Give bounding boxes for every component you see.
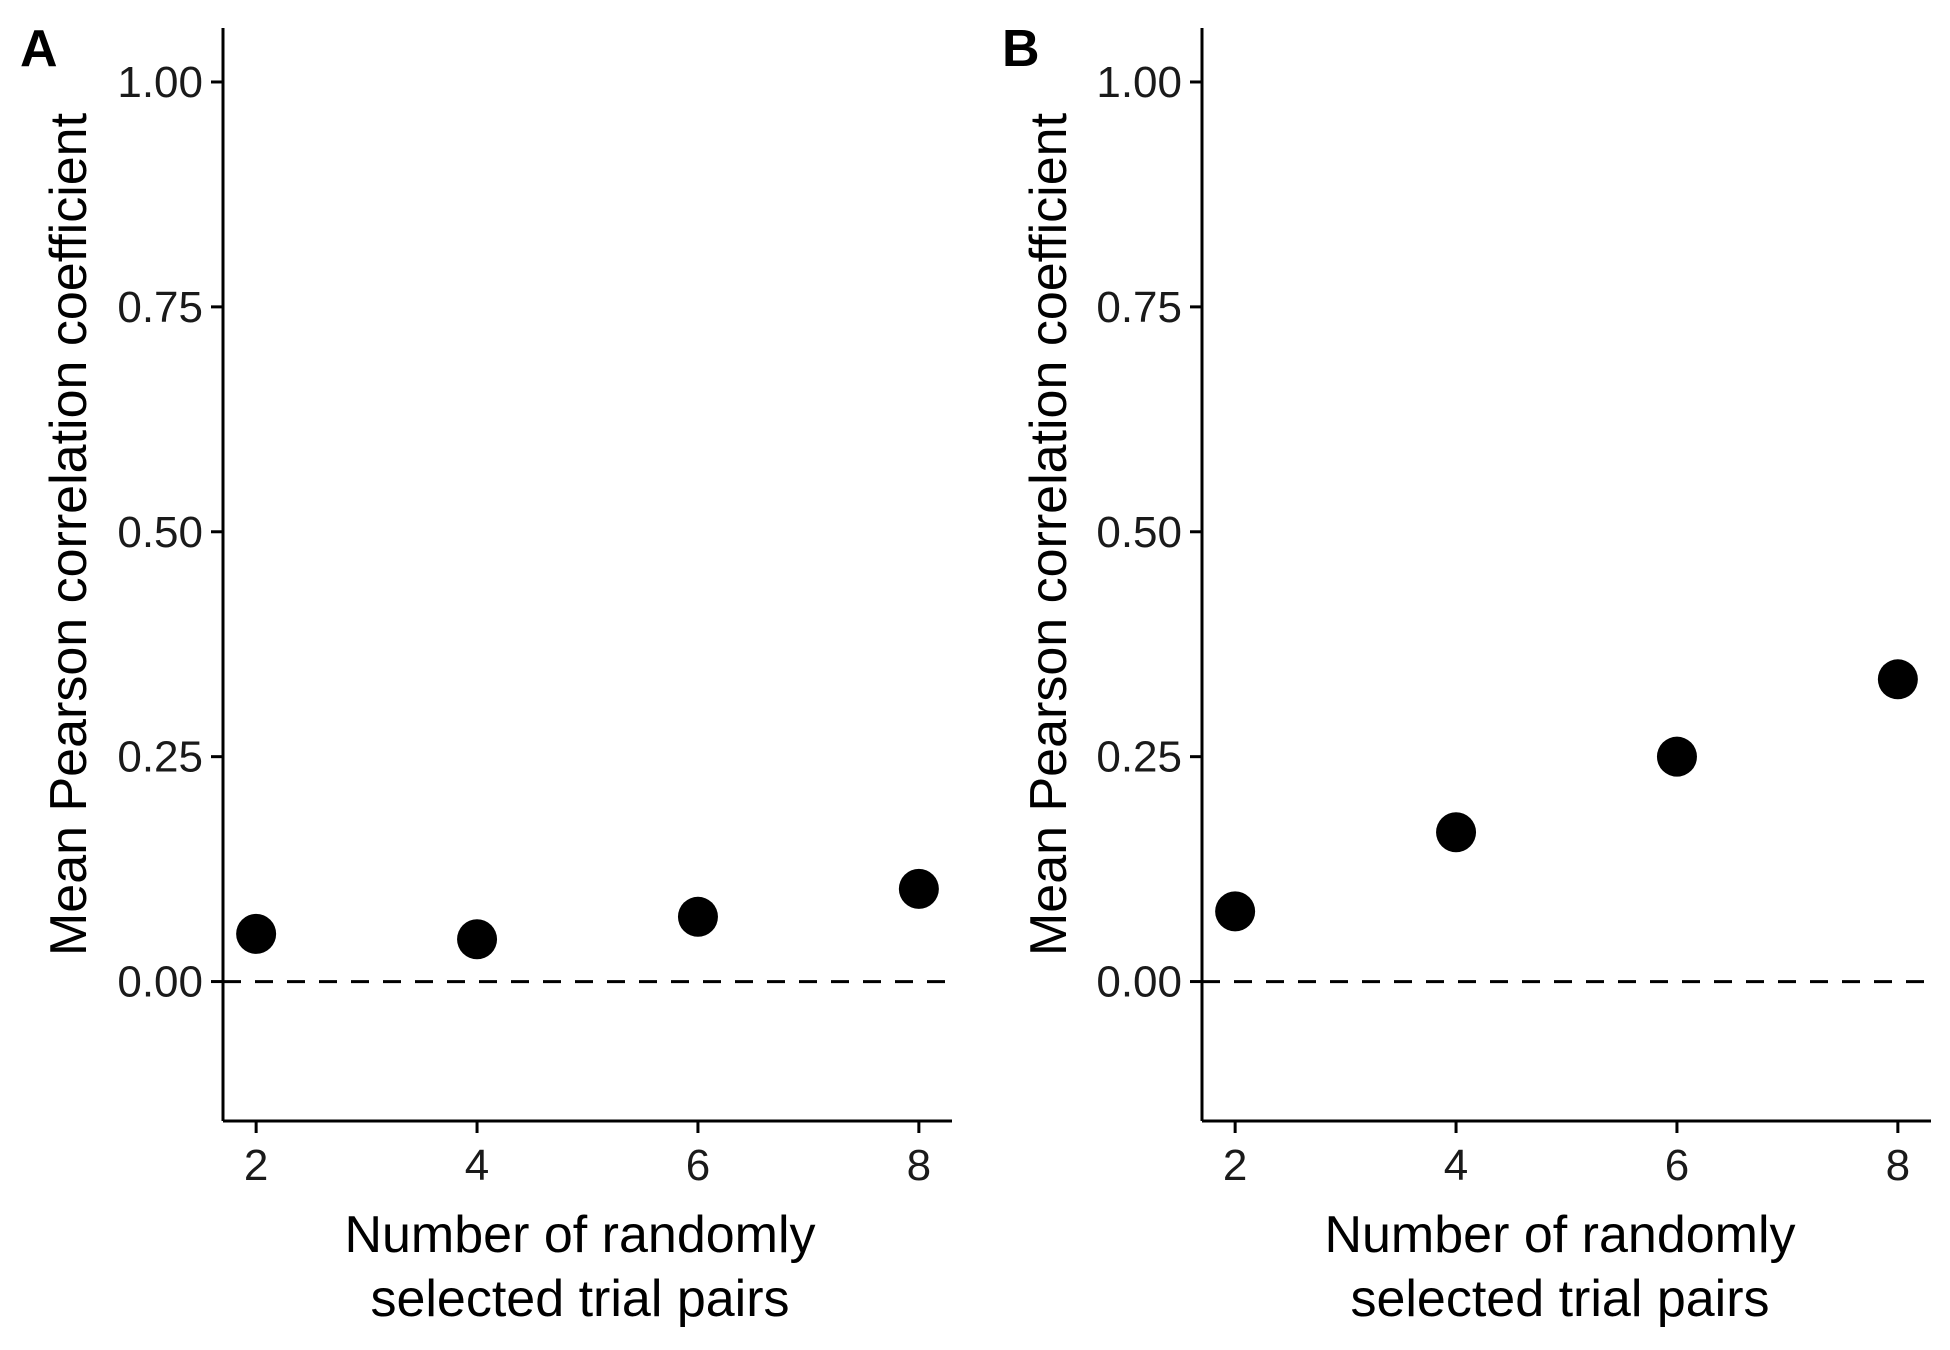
x-tick-label: 2 xyxy=(1223,1141,1247,1190)
data-point xyxy=(677,896,718,937)
y-tick-label: 0.00 xyxy=(1096,958,1182,1007)
x-axis-title-line-2: selected trial pairs xyxy=(1350,1270,1769,1328)
x-tick-label: 8 xyxy=(1886,1141,1910,1190)
data-point xyxy=(1877,659,1918,700)
y-tick-label: 0.75 xyxy=(1096,283,1182,332)
x-axis-title-line-2: selected trial pairs xyxy=(370,1270,789,1328)
data-point xyxy=(1656,736,1697,777)
panel-label: A xyxy=(20,20,58,78)
x-axis-title-line-1: Number of randomly xyxy=(1324,1206,1795,1264)
x-tick-label: 4 xyxy=(1444,1141,1468,1190)
y-tick-label: 0.50 xyxy=(1096,508,1182,557)
x-tick-label: 6 xyxy=(1665,1141,1689,1190)
data-point xyxy=(1215,891,1256,932)
y-tick-label: 0.50 xyxy=(117,508,203,557)
y-tick-label: 0.25 xyxy=(1096,733,1182,782)
data-point xyxy=(898,868,939,909)
panel-b: 0.00 0.25 0.50 0.75 1.00 2 4 6 8 Mean Pearson cor… xyxy=(1002,20,1931,1328)
panel-a: 0.00 0.25 0.50 0.75 1.00 2 4 6 8 Mean Pearson cor… xyxy=(20,20,952,1328)
y-tick-label: 0.25 xyxy=(117,733,203,782)
x-tick-label: 2 xyxy=(244,1141,268,1190)
y-axis-title: Mean Pearson correlation coefficient xyxy=(40,112,98,956)
data-point xyxy=(457,919,498,960)
y-tick-label: 1.00 xyxy=(117,58,203,107)
y-tick-label: 0.75 xyxy=(117,283,203,332)
x-axis-title-line-1: Number of randomly xyxy=(344,1206,815,1264)
x-tick-label: 4 xyxy=(465,1141,489,1190)
data-point xyxy=(236,913,277,954)
x-tick-label: 8 xyxy=(907,1141,931,1190)
data-point xyxy=(1436,812,1477,853)
y-tick-label: 1.00 xyxy=(1096,58,1182,107)
y-axis-title: Mean Pearson correlation coefficient xyxy=(1020,112,1078,956)
y-tick-label: 0.00 xyxy=(117,958,203,1007)
x-tick-label: 6 xyxy=(686,1141,710,1190)
panel-label: B xyxy=(1002,20,1040,78)
